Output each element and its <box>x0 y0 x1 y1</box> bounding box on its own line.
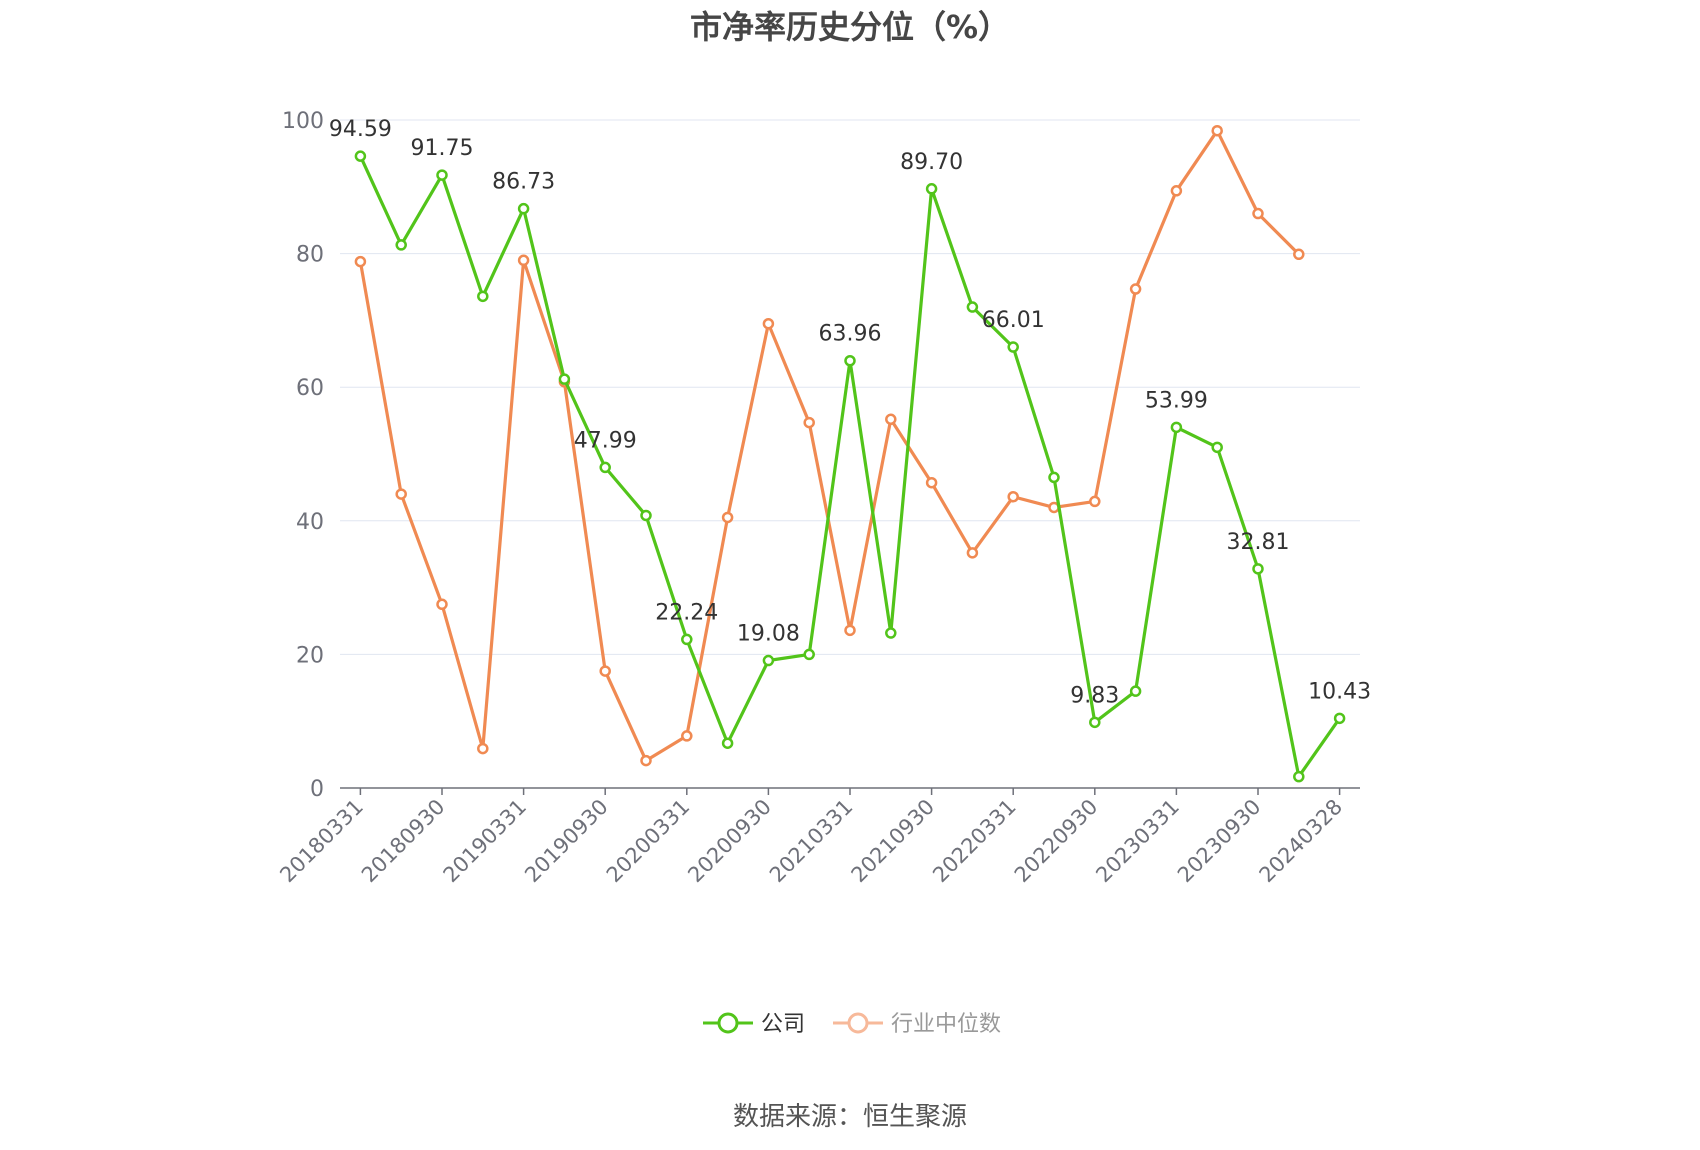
data-point <box>517 202 530 215</box>
y-axis: 0 20 40 60 80 100 <box>282 109 324 802</box>
x-tick-label: 20210331 <box>765 795 858 888</box>
legend[interactable]: 公司 行业中位数 <box>703 1012 1001 1037</box>
data-point <box>803 416 815 429</box>
data-point <box>1089 716 1101 729</box>
data-point <box>1333 712 1346 725</box>
data-point <box>354 150 367 162</box>
data-point <box>477 742 489 755</box>
data-point <box>1089 495 1101 508</box>
legend-marker <box>847 1012 869 1034</box>
data-point <box>395 488 407 500</box>
x-tick-label: 20200930 <box>683 795 776 888</box>
data-point <box>762 654 775 667</box>
data-point <box>477 290 489 303</box>
x-tick-label: 20230331 <box>1091 795 1184 888</box>
data-label: 89.70 <box>900 150 963 175</box>
x-tick-label: 20210930 <box>847 795 940 888</box>
data-point <box>640 754 652 767</box>
data-label: 32.81 <box>1227 530 1290 555</box>
x-tick-label: 20190930 <box>520 795 613 888</box>
data-point <box>1252 207 1264 220</box>
x-tick-label: 20240328 <box>1255 795 1348 888</box>
source-note: 数据来源：恒生聚源 <box>733 1102 967 1132</box>
data-label: 53.99 <box>1145 388 1208 413</box>
data-point <box>885 627 897 639</box>
data-point <box>1007 341 1019 353</box>
data-label: 9.83 <box>1070 683 1119 708</box>
legend-marker <box>717 1012 739 1034</box>
data-label: 66.01 <box>982 308 1045 333</box>
data-point <box>966 547 979 559</box>
data-point <box>844 354 856 367</box>
plot-area <box>354 124 1346 783</box>
data-point <box>558 373 571 385</box>
data-label: 19.08 <box>737 622 800 647</box>
chart-title: 市净率历史分位（%） <box>690 8 1010 46</box>
x-tick-label: 20180930 <box>357 795 450 888</box>
data-label: 94.59 <box>329 117 392 142</box>
series-line <box>358 129 1300 763</box>
y-tick-label: 100 <box>282 109 324 134</box>
data-point <box>1170 185 1183 197</box>
data-point <box>1007 491 1019 503</box>
data-label: 47.99 <box>574 428 637 453</box>
y-tick-label: 80 <box>296 243 324 268</box>
data-point <box>395 239 407 251</box>
data-labels: 94.59 91.75 86.73 47.99 22.24 19.08 63.96 89.70… <box>329 117 1371 708</box>
data-point <box>1170 421 1183 434</box>
grid <box>340 119 1360 655</box>
data-point <box>517 254 530 267</box>
legend-item-0[interactable]: 公司 <box>703 1012 805 1037</box>
data-point <box>1211 124 1223 137</box>
x-tick-label: 20190331 <box>439 795 532 888</box>
data-point <box>436 169 448 181</box>
data-point <box>1129 283 1142 295</box>
data-point <box>1048 471 1060 484</box>
data-point <box>885 413 897 426</box>
series-0 <box>354 150 1346 783</box>
data-point <box>803 648 815 661</box>
data-point <box>925 183 938 195</box>
data-point <box>599 461 611 474</box>
data-label: 91.75 <box>411 136 474 161</box>
data-label: 63.96 <box>819 322 882 347</box>
series-1 <box>354 124 1305 767</box>
data-point <box>721 511 734 524</box>
data-point <box>1252 563 1264 575</box>
y-tick-label: 0 <box>310 777 324 802</box>
x-tick-label: 20220331 <box>928 795 1021 888</box>
legend-item-1[interactable]: 行业中位数 <box>833 1012 1001 1037</box>
data-point <box>721 737 734 749</box>
data-label: 22.24 <box>655 600 718 625</box>
data-point <box>599 665 611 677</box>
data-point <box>844 624 856 637</box>
data-point <box>925 476 938 489</box>
legend-label: 行业中位数 <box>891 1012 1001 1037</box>
x-tick-label: 20220930 <box>1010 795 1103 888</box>
data-point <box>640 509 652 522</box>
y-tick-label: 60 <box>296 376 324 401</box>
data-point <box>681 730 693 742</box>
data-point <box>966 301 979 313</box>
y-tick-label: 20 <box>296 643 324 668</box>
legend-label: 公司 <box>761 1012 805 1037</box>
data-point <box>1129 685 1142 697</box>
data-label: 10.43 <box>1308 679 1371 704</box>
data-point <box>1211 441 1223 454</box>
data-point <box>681 633 693 646</box>
data-label: 86.73 <box>492 170 555 195</box>
data-point <box>762 317 775 330</box>
x-tick-label: 20200331 <box>602 795 695 888</box>
x-tick-label: 20230930 <box>1173 795 1266 888</box>
data-point <box>436 598 448 611</box>
x-axis: 2018033120180930201903312019093020200331… <box>275 787 1360 888</box>
x-tick-label: 20180331 <box>275 795 368 888</box>
y-tick-label: 40 <box>296 510 324 535</box>
data-point <box>1293 248 1305 261</box>
data-point <box>354 255 367 268</box>
data-point <box>1293 770 1305 783</box>
